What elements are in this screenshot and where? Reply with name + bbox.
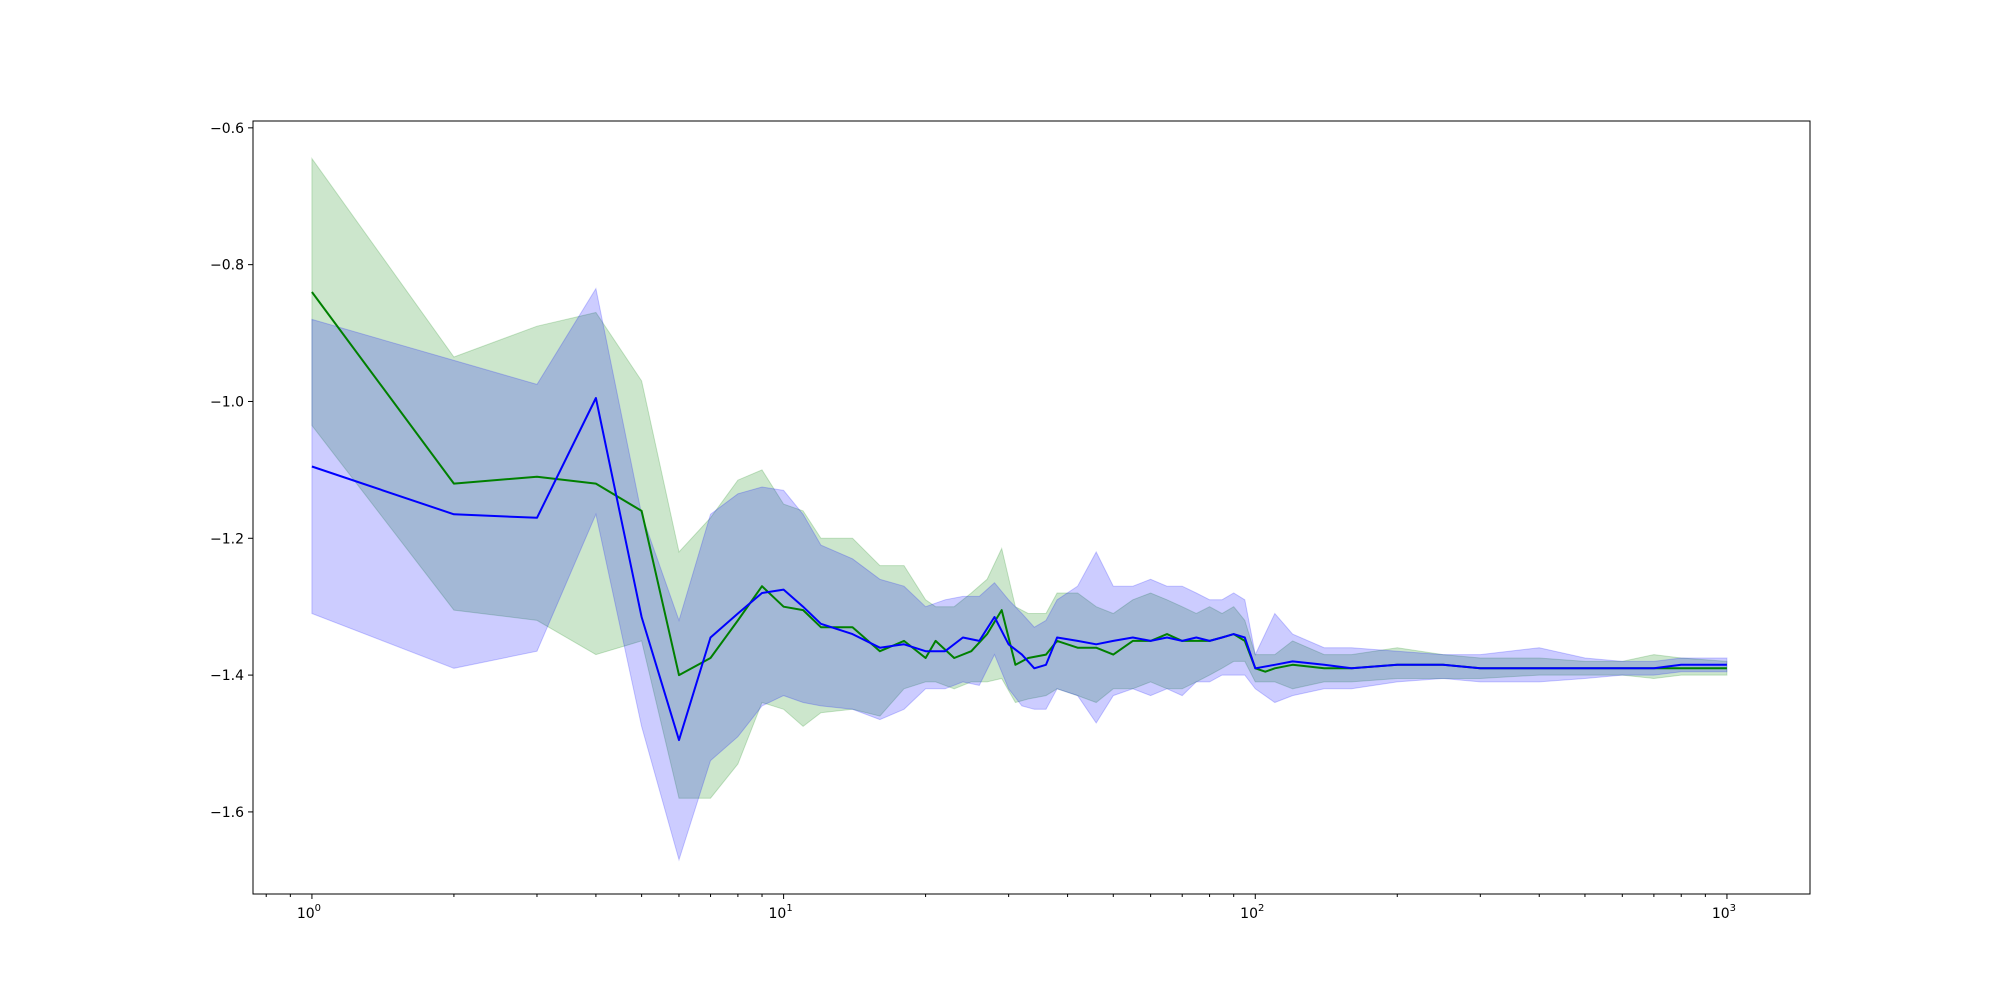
x-tick-exponent: 3 (1730, 903, 1736, 914)
x-tick-label: 103 (1712, 903, 1736, 922)
x-tick-base: 10 (1240, 906, 1258, 922)
x-tick-label: 100 (297, 903, 321, 922)
x-tick-exponent: 1 (786, 903, 792, 914)
axes-frame (252, 120, 1811, 895)
series-2-band (311, 287, 1728, 862)
x-tick-base: 10 (768, 906, 786, 922)
series-group (311, 157, 1728, 862)
x-tick-label: 101 (768, 903, 792, 922)
y-tick-label: −0.6 (210, 121, 244, 137)
series-2-line (311, 397, 1727, 742)
y-tick-label: −1.0 (210, 394, 244, 410)
x-tick-label: 102 (1240, 903, 1264, 922)
x-tick-exponent: 0 (315, 903, 321, 914)
y-tick-label: −0.8 (210, 258, 244, 274)
series-1-band (311, 157, 1728, 799)
x-tick-base: 10 (297, 906, 315, 922)
x-tick-exponent: 2 (1258, 903, 1264, 914)
y-tick-label: −1.4 (210, 668, 244, 684)
plot-area (311, 157, 1728, 862)
y-tick-label: −1.6 (210, 805, 244, 821)
x-tick-base: 10 (1712, 906, 1730, 922)
y-tick-label: −1.2 (210, 531, 244, 547)
